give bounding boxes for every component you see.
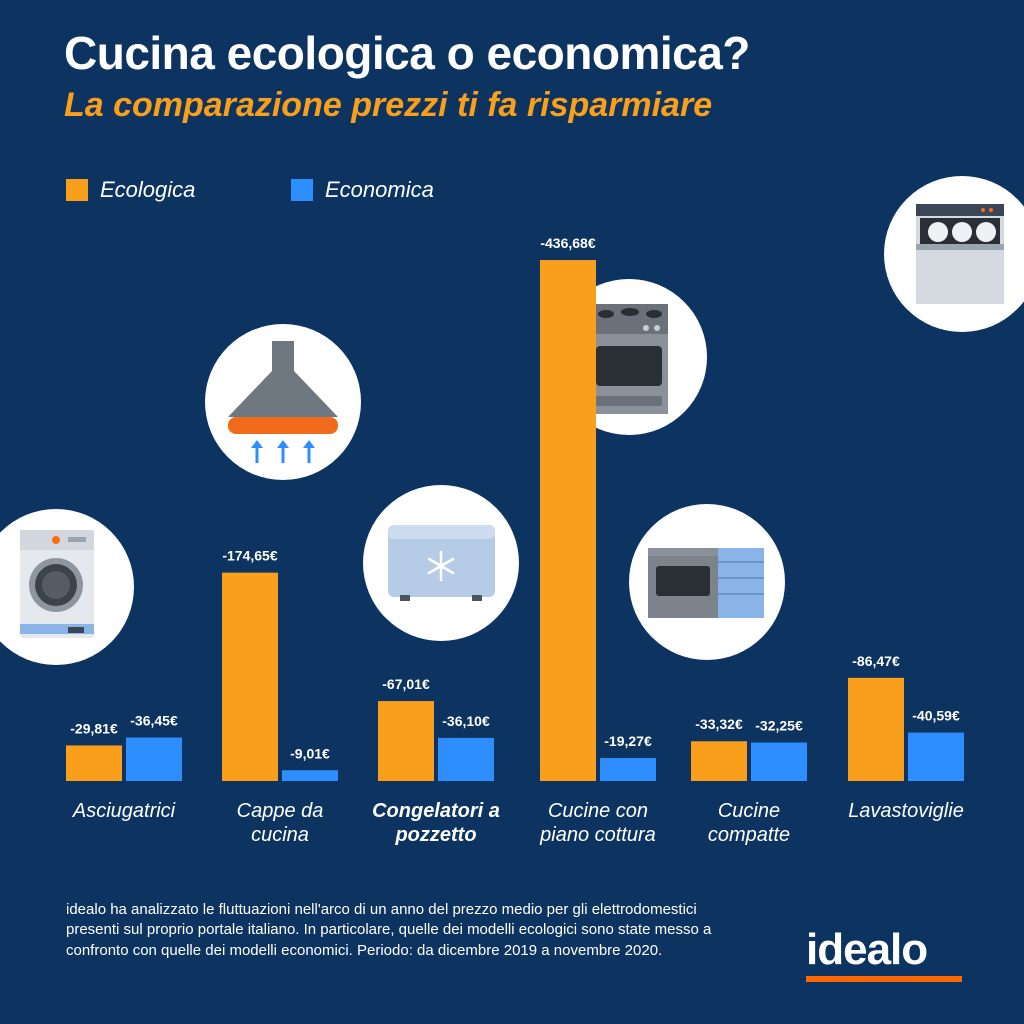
bar-ecologica-1 [222,572,278,781]
legend-label-ecologica: Ecologica [100,177,196,202]
page-title: Cucina ecologica o economica? [64,27,750,79]
chest-freezer-icon [363,485,519,641]
value-label-ecologica-3: -436,68€ [540,235,595,251]
bar-economica-0 [126,737,182,781]
category-label-3: Cucine con piano cottura [539,800,656,846]
value-label-economica-5: -40,59€ [912,708,960,724]
value-label-ecologica-5: -86,47€ [852,653,900,669]
bar-economica-4 [751,742,807,781]
value-label-economica-4: -32,25€ [755,718,803,734]
legend-swatch-ecologica [66,179,88,201]
bar-ecologica-2 [378,701,434,781]
value-label-ecologica-0: -29,81€ [70,720,118,736]
bar-ecologica-3 [540,260,596,781]
category-label-0: Asciugatrici [72,800,176,822]
value-label-ecologica-2: -67,01€ [382,676,430,692]
legend-swatch-economica [291,179,313,201]
bar-economica-2 [438,737,494,781]
logo-underline [806,976,962,982]
value-label-economica-0: -36,45€ [130,713,178,729]
logo-text: idealo [806,925,928,974]
category-label-1: Cappe da cucina [237,800,324,846]
value-label-ecologica-4: -33,32€ [695,716,743,732]
bar-ecologica-5 [848,677,904,781]
category-label-5: Lavastoviglie [848,800,964,822]
idealo-logo: idealo [806,928,962,982]
bar-ecologica-4 [691,741,747,781]
value-label-ecologica-1: -174,65€ [222,548,277,564]
value-label-economica-1: -9,01€ [290,745,330,761]
category-label-4: Cucine compatte [708,800,790,846]
dishwasher-icon [884,176,1024,332]
bar-economica-3 [600,758,656,781]
page-subtitle: La comparazione prezzi ti fa risparmiare [64,86,713,124]
category-label-2: Congelatori a pozzetto [372,800,500,846]
legend-item-economica: Economica [291,176,434,204]
footnote: idealo ha analizzato le fluttuazioni nel… [66,901,712,959]
value-label-economica-3: -19,27€ [604,733,652,749]
bar-economica-5 [908,732,964,781]
bar-economica-1 [282,770,338,781]
value-label-economica-2: -36,10€ [442,713,490,729]
range-hood-icon [205,324,361,480]
washing-machine-icon [0,509,134,665]
bar-ecologica-0 [66,745,122,781]
legend-item-ecologica: Ecologica [66,176,195,204]
compact-kitchen-icon [629,504,785,660]
legend-label-economica: Economica [325,177,434,202]
